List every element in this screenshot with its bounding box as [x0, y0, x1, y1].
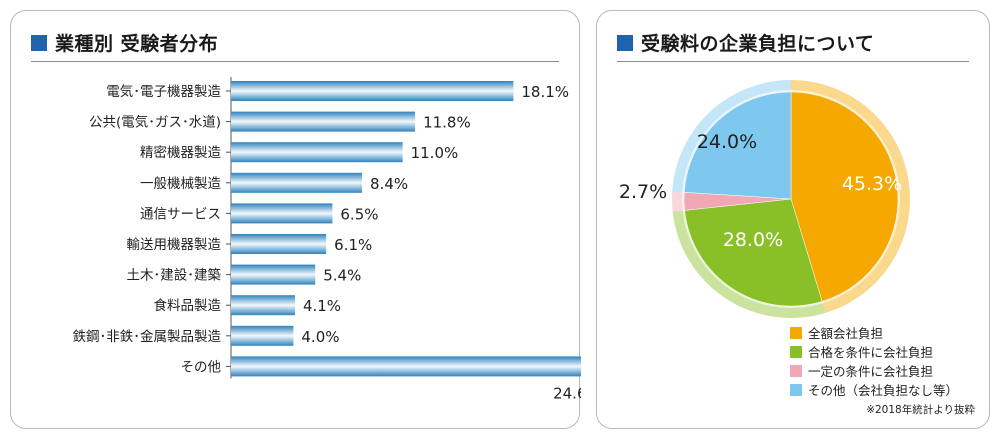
bar-category-label: 食料品製造 — [154, 297, 222, 314]
pie-value-label: 24.0% — [697, 131, 757, 153]
legend-swatch — [790, 326, 802, 339]
bar — [231, 325, 294, 346]
industry-panel-title: 業種別 受験者分布 — [55, 33, 219, 55]
source-note: ※2018年統計より抜粋 — [866, 404, 975, 416]
exam-fee-title-divider — [617, 61, 969, 62]
bar-value-label: 18.1% — [521, 83, 569, 101]
legend-label: その他（会社負担なし等） — [808, 383, 959, 398]
pie-value-label: 45.3% — [842, 173, 902, 195]
pie-value-label: 2.7% — [619, 181, 667, 203]
bar-category-label: 土木･建設･建築 — [127, 268, 222, 284]
legend-label: 全額会社負担 — [808, 326, 884, 341]
title-square-icon — [617, 34, 633, 51]
exam-fee-panel-title: 受験料の企業負担について — [641, 33, 875, 55]
legend-item: 一定の条件に会社負担 — [790, 361, 958, 380]
bar — [231, 203, 333, 224]
bar — [231, 295, 295, 316]
industry-title-divider — [31, 61, 559, 62]
bar-category-label: 精密機器製造 — [140, 144, 221, 161]
bar-category-label: その他 — [181, 359, 222, 375]
legend-item: 全額会社負担 — [790, 323, 958, 342]
industry-distribution-panel: 業種別 受験者分布 電気･電子機器製造 18.1% 公共(電気･ガス･水道) 11.8… — [10, 10, 581, 429]
pie-slice — [683, 91, 792, 200]
bar-category-label: 通信サービス — [140, 206, 221, 222]
bar-value-label: 6.5% — [340, 205, 378, 223]
industry-panel-header: 業種別 受験者分布 — [31, 29, 218, 56]
bar-category-label: 一般機械製造 — [140, 176, 221, 192]
pie-slice — [790, 91, 899, 302]
bar-value-label: 4.0% — [301, 328, 339, 346]
bar-value-label: 24.6% — [553, 384, 581, 402]
legend-swatch — [790, 364, 802, 377]
bar — [231, 264, 316, 285]
bar-category-label: 電気･電子機器製造 — [106, 84, 221, 100]
bar — [231, 81, 514, 101]
bar — [231, 142, 403, 163]
exam-fee-pie-chart: 45.3% 28.0% 2.7% 24.0% — [619, 80, 910, 318]
bar-category-label: 鉄鋼･非鉄･金属製品製造 — [73, 329, 222, 345]
legend-label: 合格を条件に会社負担 — [808, 345, 934, 360]
legend-item: その他（会社負担なし等） — [790, 380, 958, 399]
bar-category-label: 公共(電気･ガス･水道) — [89, 115, 221, 131]
exam-fee-panel-header: 受験料の企業負担について — [617, 29, 874, 56]
legend-swatch — [790, 345, 802, 358]
bar-value-label: 11.8% — [423, 114, 471, 132]
bar-value-label: 8.4% — [370, 175, 408, 193]
pie-slice — [684, 198, 823, 307]
bar — [231, 111, 416, 132]
exam-fee-panel: 受験料の企業負担について 45.3% 28.0% 2.7% 24.0% 全額会社負担合… — [596, 10, 990, 429]
bar — [231, 172, 363, 193]
bar-category-label: 輸送用機器製造 — [127, 237, 222, 253]
pie-value-label: 28.0% — [723, 229, 783, 251]
industry-bar-chart: 電気･電子機器製造 18.1% 公共(電気･ガス･水道) 11.8% 精密機器製造 11.… — [73, 77, 581, 402]
bar — [231, 234, 327, 254]
bar — [231, 356, 581, 377]
bar-value-label: 5.4% — [323, 267, 361, 285]
title-square-icon — [31, 34, 47, 51]
legend-swatch — [790, 383, 802, 396]
bar-value-label: 4.1% — [303, 297, 341, 315]
bar-value-label: 11.0% — [411, 144, 459, 162]
legend-label: 一定の条件に会社負担 — [808, 364, 934, 379]
pie-legend: 全額会社負担合格を条件に会社負担 一定の条件に会社負担その他（会社負担なし等） — [790, 323, 958, 399]
bar-value-label: 6.1% — [334, 236, 372, 254]
legend-item: 合格を条件に会社負担 — [790, 342, 958, 361]
